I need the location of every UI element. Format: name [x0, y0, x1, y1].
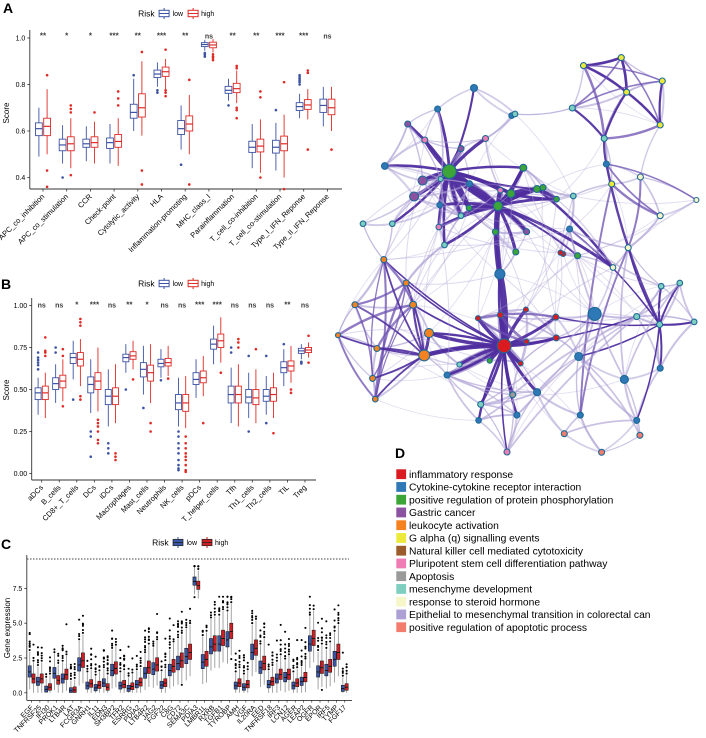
svg-text:ns: ns: [161, 303, 169, 310]
svg-text:Score: Score: [2, 102, 11, 123]
svg-text:inflammatory response: inflammatory response: [409, 470, 513, 481]
svg-text:0.75: 0.75: [14, 345, 28, 352]
svg-text:1.00: 1.00: [14, 303, 28, 310]
svg-text:2.5: 2.5: [13, 656, 23, 663]
svg-text:A: A: [3, 0, 13, 16]
svg-text:0.0: 0.0: [13, 690, 23, 697]
svg-text:Risk: Risk: [138, 279, 155, 289]
svg-text:ns: ns: [108, 303, 116, 310]
svg-text:positive regulation of apoptot: positive regulation of apoptotic process: [409, 623, 587, 634]
svg-text:B: B: [1, 276, 11, 292]
svg-text:positive regulation of protein: positive regulation of protein phosphory…: [409, 495, 614, 506]
svg-text:ns: ns: [323, 34, 331, 41]
svg-text:high: high: [215, 540, 228, 547]
svg-text:ns: ns: [266, 303, 274, 310]
svg-text:5.0: 5.0: [13, 621, 23, 628]
svg-text:high: high: [201, 11, 214, 18]
svg-text:**: **: [253, 32, 260, 41]
svg-text:0.4: 0.4: [16, 175, 26, 182]
svg-text:*: *: [75, 301, 79, 310]
svg-text:ns: ns: [55, 303, 63, 310]
svg-text:Gene expression: Gene expression: [3, 598, 12, 658]
svg-text:low: low: [187, 540, 198, 547]
svg-text:*: *: [89, 32, 93, 41]
svg-text:Gastric cancer: Gastric cancer: [409, 508, 476, 519]
svg-text:leukocyte activation: leukocyte activation: [409, 521, 499, 532]
svg-text:0.25: 0.25: [14, 429, 28, 436]
svg-text:**: **: [135, 32, 142, 41]
svg-text:7.5: 7.5: [13, 586, 23, 593]
svg-text:Apoptosis: Apoptosis: [409, 572, 454, 583]
svg-text:*: *: [65, 32, 69, 41]
svg-text:***: ***: [213, 301, 223, 310]
svg-text:ns: ns: [178, 303, 186, 310]
svg-text:***: ***: [275, 32, 285, 41]
svg-text:Score: Score: [2, 379, 11, 400]
svg-text:Cytokine-cytokine receptor int: Cytokine-cytokine receptor interaction: [409, 483, 582, 494]
svg-text:0.00: 0.00: [14, 471, 28, 478]
svg-text:**: **: [40, 32, 47, 41]
svg-text:ns: ns: [301, 303, 309, 310]
svg-text:Pluripotent stem cell differen: Pluripotent stem cell differentiation pa…: [409, 559, 608, 570]
svg-text:0.6: 0.6: [16, 129, 26, 136]
svg-text:*: *: [145, 301, 149, 310]
svg-text:**: **: [229, 32, 236, 41]
svg-text:response to steroid hormone: response to steroid hormone: [409, 597, 540, 608]
svg-text:ns: ns: [231, 303, 239, 310]
svg-text:D: D: [395, 445, 405, 461]
svg-text:Risk: Risk: [152, 538, 169, 548]
svg-text:ns: ns: [38, 303, 46, 310]
svg-text:**: **: [284, 301, 291, 310]
svg-text:Natural killer cell mediated c: Natural killer cell mediated cytotoxicit…: [409, 546, 584, 557]
svg-text:***: ***: [157, 32, 167, 41]
svg-text:***: ***: [90, 301, 100, 310]
svg-text:***: ***: [195, 301, 205, 310]
svg-text:G alpha (q) signalling events: G alpha (q) signalling events: [409, 534, 540, 545]
svg-text:high: high: [201, 281, 214, 288]
svg-text:0.50: 0.50: [14, 387, 28, 394]
svg-text:ns: ns: [248, 303, 256, 310]
svg-text:0.8: 0.8: [16, 82, 26, 89]
svg-text:***: ***: [299, 32, 309, 41]
svg-text:low: low: [173, 11, 184, 18]
svg-text:Risk: Risk: [138, 9, 155, 19]
svg-text:**: **: [182, 32, 189, 41]
svg-text:Epithelial to mesenchymal tran: Epithelial to mesenchymal transition in …: [409, 610, 651, 621]
svg-text:mesenchyme development: mesenchyme development: [409, 585, 532, 596]
svg-text:1.0: 1.0: [16, 36, 26, 43]
svg-text:ns: ns: [205, 34, 213, 41]
svg-text:C: C: [1, 536, 11, 552]
svg-text:**: **: [126, 301, 133, 310]
svg-text:***: ***: [109, 32, 119, 41]
svg-text:low: low: [173, 281, 184, 288]
